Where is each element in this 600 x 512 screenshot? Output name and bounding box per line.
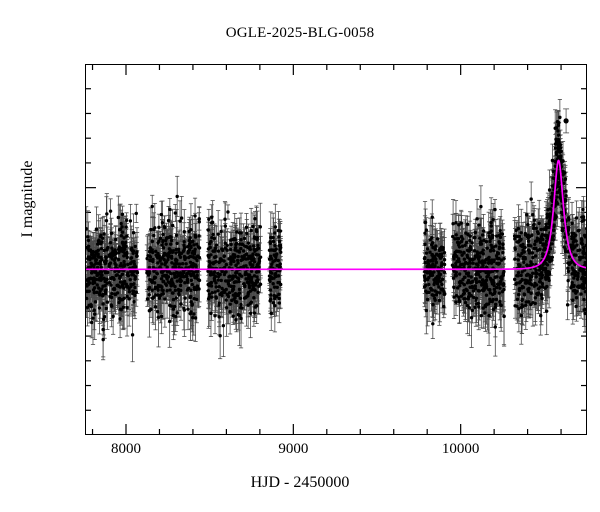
model-curve [85,159,587,271]
chart-title: OGLE-2025-BLG-0058 [225,25,375,41]
plot-area [85,64,587,435]
y-axis-label: I magnitude [19,160,36,238]
x-axis-label: HJD - 2450000 [250,474,350,491]
x-tick-label: 10000 [441,441,480,457]
x-tick-label: 8000 [110,441,141,457]
data-canvas [85,64,587,435]
plot-frame [85,64,587,435]
x-tick-label: 9000 [278,441,309,457]
data-points [85,115,587,342]
